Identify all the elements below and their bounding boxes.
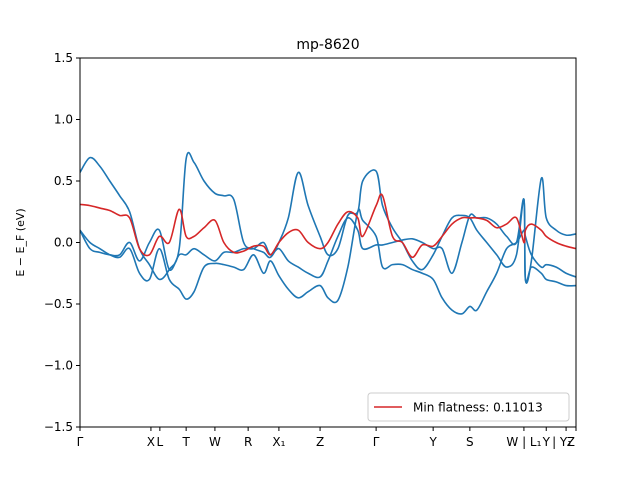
x-tick-label: Γ bbox=[77, 435, 84, 449]
y-tick-label: 1.0 bbox=[54, 113, 73, 127]
x-tick-label: X bbox=[147, 435, 155, 449]
chart-title: mp-8620 bbox=[296, 37, 359, 53]
band-line-3 bbox=[80, 198, 576, 287]
x-tick-label: X₁ bbox=[272, 435, 285, 449]
y-axis-label: E − E_F (eV) bbox=[14, 208, 27, 276]
y-tick-label: 1.5 bbox=[54, 51, 73, 65]
plot-area bbox=[80, 151, 576, 315]
x-tick-label: | Y₁ bbox=[552, 435, 572, 449]
x-tick-label: Z bbox=[567, 435, 575, 449]
legend: Min flatness: 0.11013 bbox=[367, 392, 570, 422]
x-tick-label: Γ bbox=[373, 435, 380, 449]
y-tick-label: −1.5 bbox=[44, 420, 73, 434]
x-axis: Γ X L T W R X₁ Z Γ Y S W | L₁ Y | Y₁Z bbox=[77, 427, 577, 449]
band-line-2 bbox=[80, 208, 576, 315]
x-tick-label: T bbox=[181, 435, 190, 449]
band-line-4 bbox=[80, 193, 576, 259]
x-tick-label: S bbox=[466, 435, 474, 449]
x-tick-label: R bbox=[244, 435, 252, 449]
x-tick-label: Y bbox=[542, 435, 551, 449]
x-tick-label: W bbox=[209, 435, 221, 449]
x-tick-label: Y bbox=[428, 435, 437, 449]
legend-box bbox=[367, 392, 570, 422]
x-tick-label: L bbox=[157, 435, 164, 449]
series-layer bbox=[80, 151, 576, 315]
x-tick-label: W | L₁ bbox=[506, 435, 541, 449]
y-tick-label: 0.0 bbox=[54, 236, 73, 250]
y-tick-label: 0.5 bbox=[54, 174, 73, 188]
y-tick-label: −0.5 bbox=[44, 297, 73, 311]
y-axis: −1.5 −1.0 −0.5 0.0 0.5 1.0 1.5 bbox=[44, 51, 80, 434]
y-tick-label: −1.0 bbox=[44, 359, 73, 373]
legend-label: Min flatness: 0.11013 bbox=[413, 401, 543, 415]
x-tick-label: Z bbox=[316, 435, 324, 449]
